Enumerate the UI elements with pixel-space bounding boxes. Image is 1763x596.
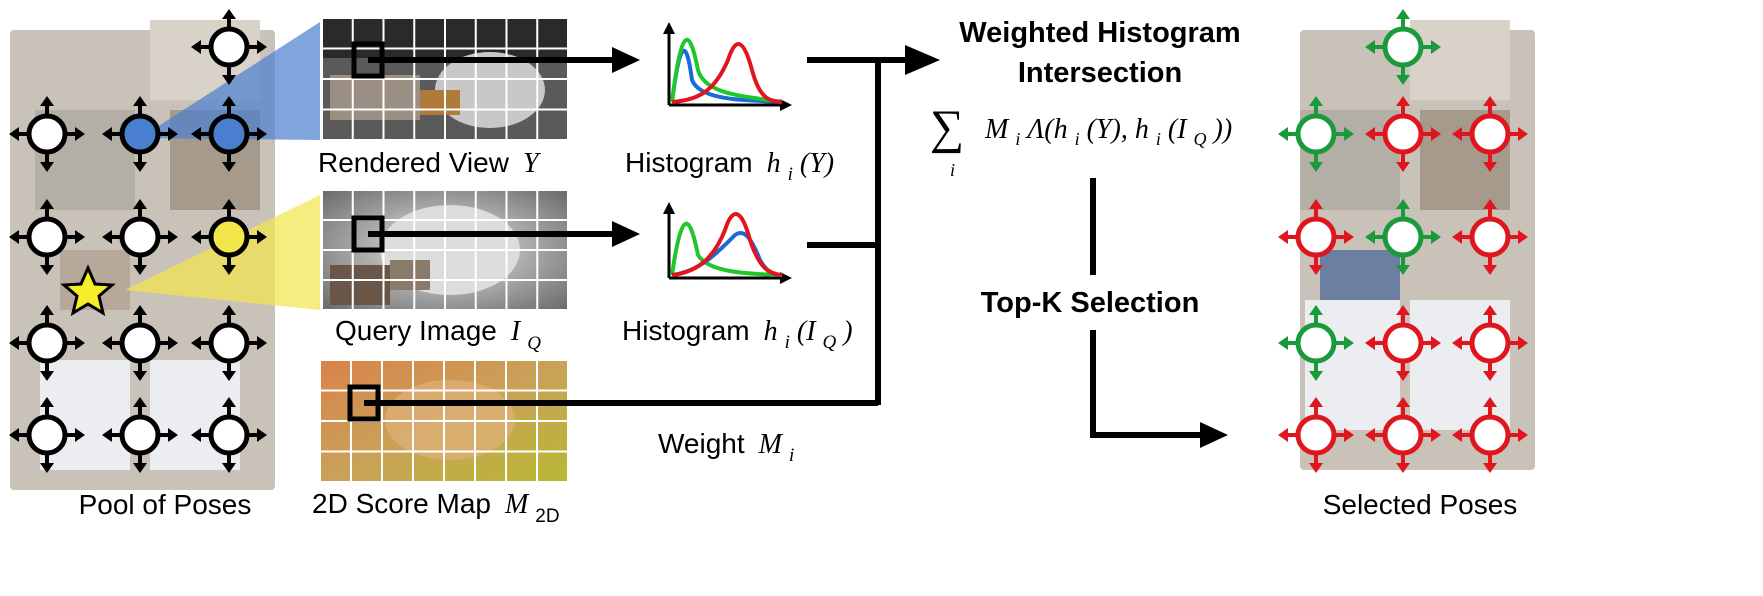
whi-title-line2: Intersection (1018, 57, 1182, 89)
pool-poses (9, 9, 267, 473)
pool-pose (191, 305, 267, 381)
selected-pose (1365, 199, 1441, 275)
rejected-pose (1278, 397, 1354, 473)
rejected-pose (1365, 305, 1441, 381)
pool-pose (191, 397, 267, 473)
rendered-view-caption: Rendered View Y (318, 147, 542, 179)
histogram-y-plot (663, 22, 792, 111)
pool-pose (102, 305, 178, 381)
connection-lines (364, 57, 1205, 438)
histogram-q-plot (663, 202, 792, 284)
pool-pose (9, 397, 85, 473)
query-image-grid (321, 189, 569, 311)
pool-label: Pool of Poses (79, 489, 252, 520)
selected-pose (1278, 96, 1354, 172)
pool-pose (102, 96, 178, 172)
rejected-pose (1278, 199, 1354, 275)
svg-text:∑: ∑ (930, 101, 964, 154)
selected-pose (1278, 305, 1354, 381)
score-map-caption: 2D Score Map M 2D (312, 488, 560, 527)
topk-label: Top-K Selection (981, 287, 1200, 319)
rejected-pose (1365, 96, 1441, 172)
rejected-pose (1452, 199, 1528, 275)
pool-pose (191, 9, 267, 85)
pool-pose (191, 96, 267, 172)
whi-formula: ∑ i M i Λ(h i (Y), h i (I Q )) (930, 101, 1232, 180)
rejected-pose (1452, 96, 1528, 172)
pool-pose (191, 199, 267, 275)
weight-caption: Weight M i (658, 428, 794, 466)
query-pose-star (60, 264, 116, 317)
selected-pose (1365, 9, 1441, 85)
pool-floorplan (10, 20, 275, 490)
query-image-caption: Query Image I Q (335, 315, 541, 354)
arrowheads (612, 45, 1228, 448)
selected-label: Selected Poses (1323, 489, 1518, 520)
rejected-pose (1365, 397, 1441, 473)
histogram-y-caption: Histogram h i (Y) (625, 147, 834, 187)
pool-pose (9, 96, 85, 172)
whi-title-line1: Weighted Histogram (959, 17, 1240, 49)
rendered-view-grid (321, 17, 569, 141)
selected-poses (1278, 9, 1528, 473)
pool-pose (9, 305, 85, 381)
svg-text:i: i (950, 160, 955, 180)
rejected-pose (1452, 305, 1528, 381)
pool-pose (9, 199, 85, 275)
pool-pose (102, 199, 178, 275)
svg-text:M i Λ(h i: M i Λ(h i (Y), h i (I Q )) (984, 114, 1232, 152)
rejected-pose (1452, 397, 1528, 473)
histogram-q-caption: Histogram h i (I Q ) (622, 315, 853, 355)
pool-pose (102, 397, 178, 473)
